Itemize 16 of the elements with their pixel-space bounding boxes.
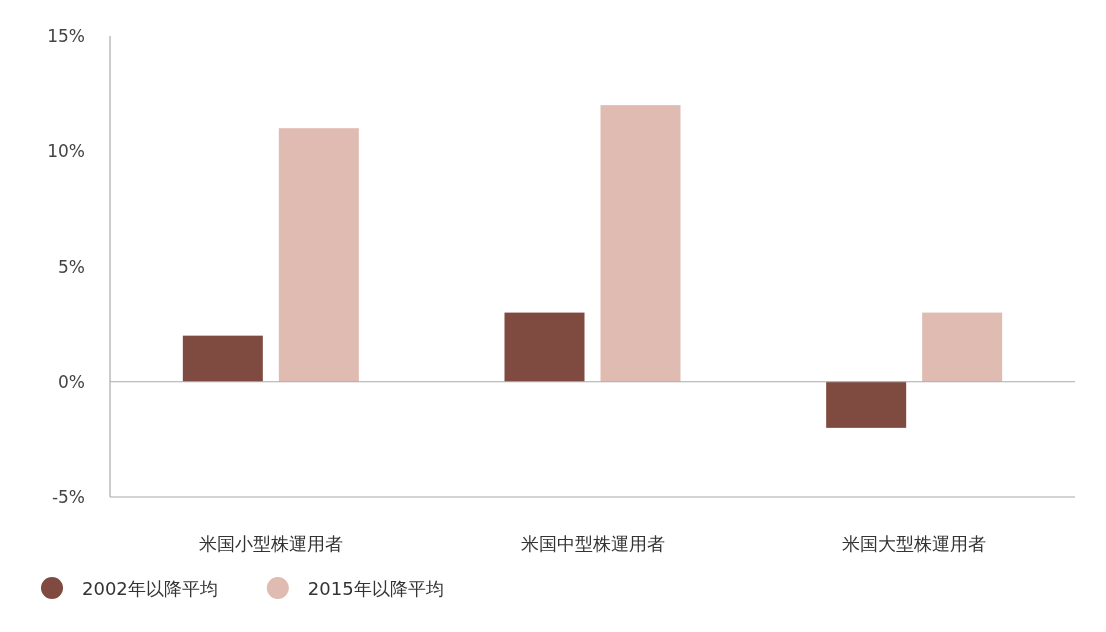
bar <box>278 128 359 382</box>
y-tick-label: 15% <box>47 26 85 46</box>
legend-label: 2015年以降平均 <box>307 578 444 599</box>
bar <box>922 312 1003 382</box>
bar <box>182 335 263 382</box>
bar <box>504 312 585 382</box>
x-tick-label: 米国中型株運用者 <box>520 533 665 554</box>
bar <box>826 381 907 428</box>
legend-label: 2002年以降平均 <box>82 578 218 599</box>
x-tick-label: 米国大型株運用者 <box>842 533 987 554</box>
y-tick-label: -5% <box>51 487 85 507</box>
y-tick-label: 0% <box>58 371 85 392</box>
bar <box>600 105 681 382</box>
x-tick-label: 米国小型株運用者 <box>198 533 343 554</box>
y-tick-label: 10% <box>47 141 85 162</box>
y-tick-label: 5% <box>58 256 85 277</box>
